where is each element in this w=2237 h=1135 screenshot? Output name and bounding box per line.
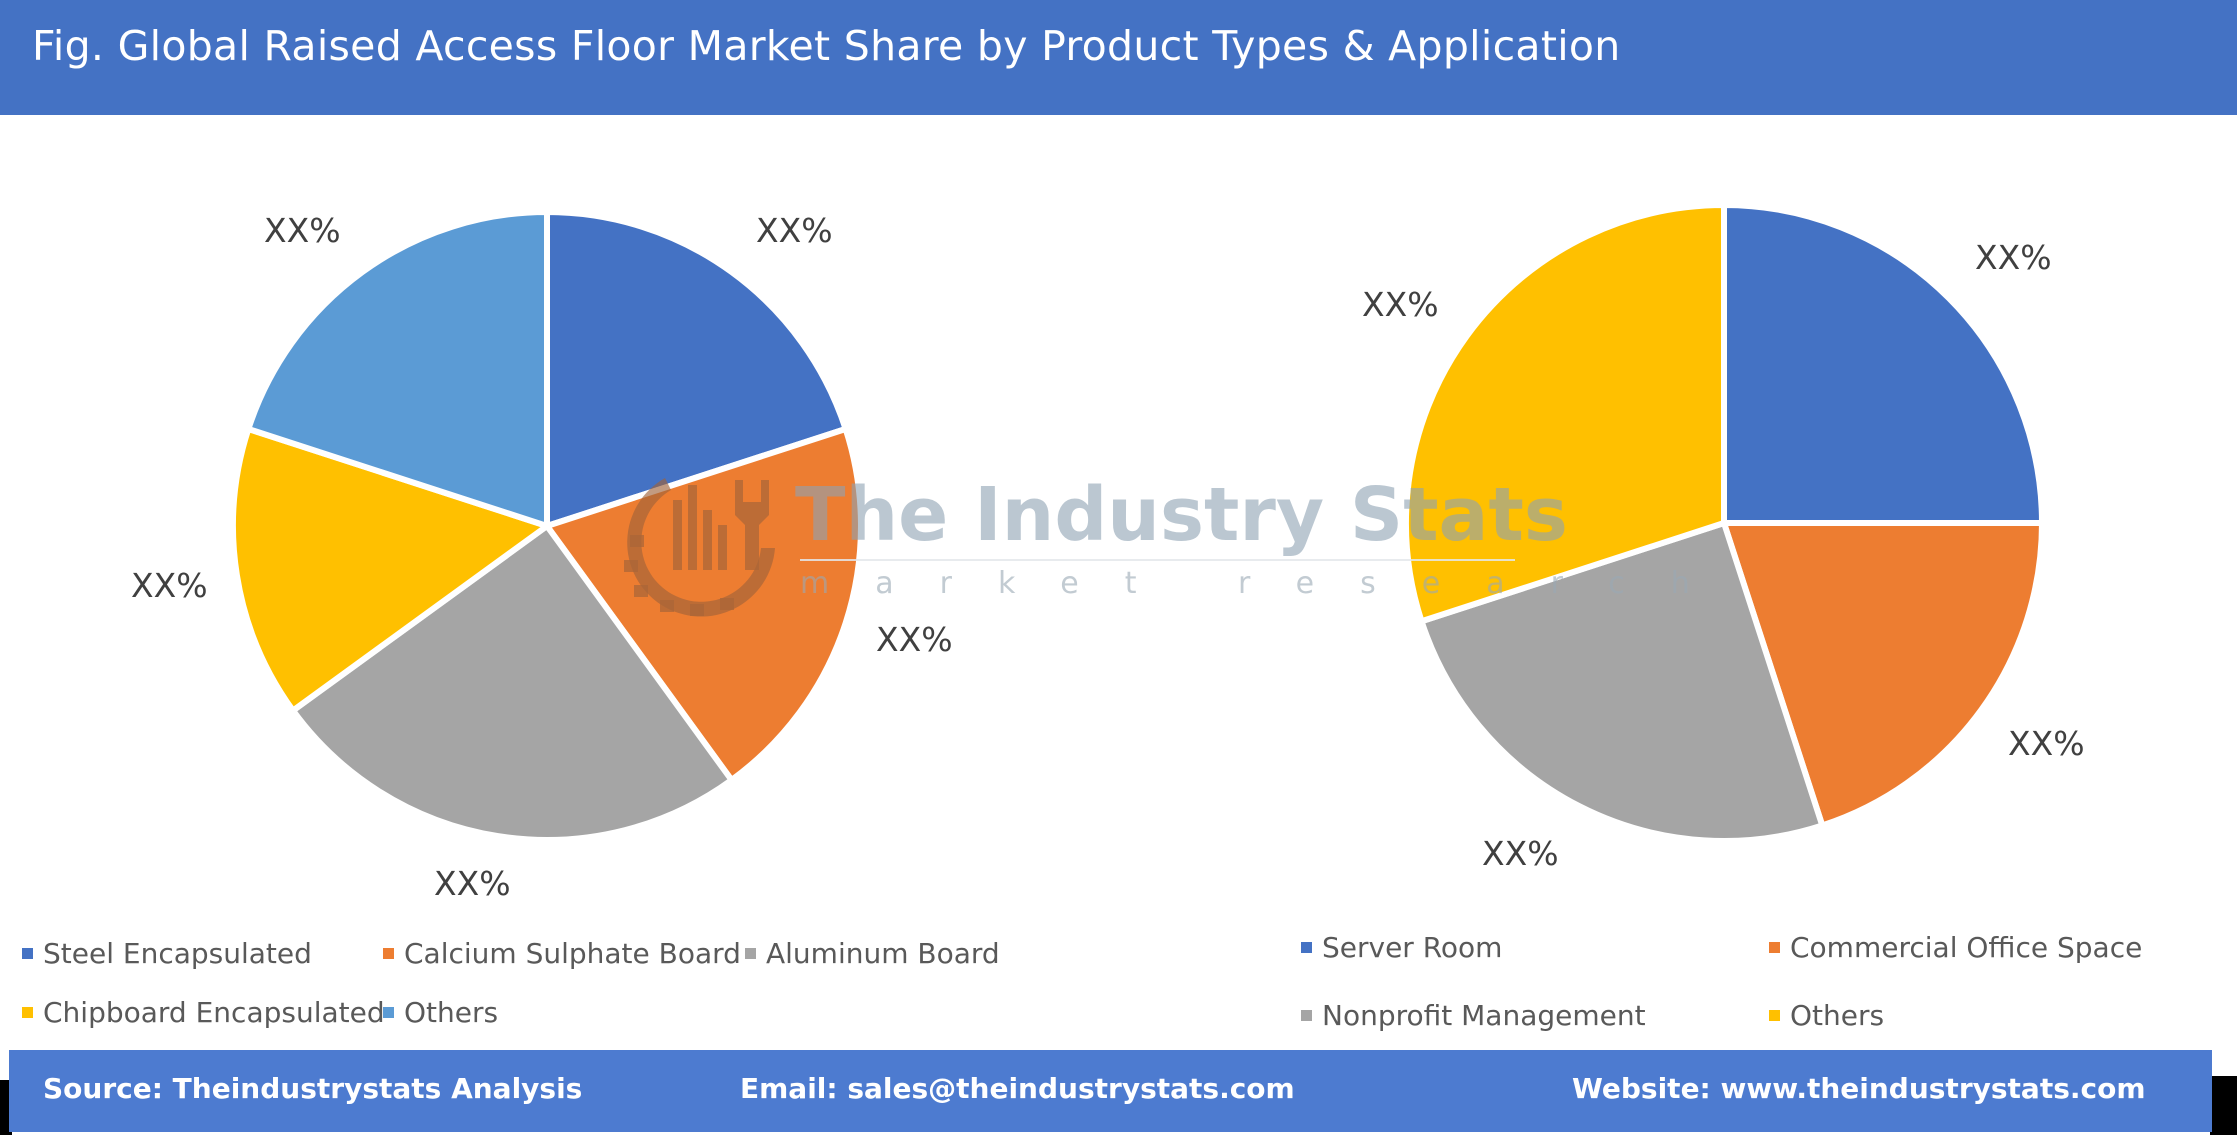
legend-item-others-product: Others [383, 996, 498, 1029]
pie-chart-application [1403, 202, 2045, 844]
header-banner: Fig. Global Raised Access Floor Market S… [0, 0, 2237, 115]
watermark: The Industry Stats market research [624, 472, 1736, 617]
pie-slice-commercial-office-space [1721, 520, 2045, 829]
data-label-calcium-sulphate-board: XX% [876, 620, 953, 659]
page-title: Fig. Global Raised Access Floor Market S… [32, 22, 1621, 70]
pie-slice-nonprofit-management [1418, 520, 1826, 844]
data-label-others-application: XX% [1362, 285, 1439, 324]
legend-item-steel-encapsulated: Steel Encapsulated [22, 937, 312, 970]
pie-slice-chipboard-encapsulated [230, 425, 550, 714]
watermark-logo-icon [624, 478, 775, 617]
legend-item-chipboard-encapsulated: Chipboard Encapsulated [22, 996, 385, 1029]
legend-swatch-icon [22, 948, 33, 959]
legend-item-commercial-office-space: Commercial Office Space [1769, 931, 2142, 964]
footer-shadow-right [2210, 1076, 2237, 1135]
footer-banner: Source: Theindustrystats Analysis Email:… [9, 1050, 2212, 1132]
legend-swatch-icon [22, 1007, 33, 1018]
data-label-nonprofit-management: XX% [1482, 834, 1559, 873]
data-label-chipboard-encapsulated: XX% [131, 566, 208, 605]
watermark-subtitle: market research [800, 566, 1736, 601]
data-label-server-room: XX% [1975, 238, 2052, 277]
data-label-commercial-office-space: XX% [2008, 724, 2085, 763]
pie-chart-product-types [230, 209, 864, 843]
footer-source: Source: Theindustrystats Analysis [43, 1072, 583, 1105]
legend-swatch-icon [1769, 1010, 1780, 1021]
legend-item-others-application: Others [1769, 999, 1884, 1032]
legend-swatch-icon [383, 948, 394, 959]
pie-slice-others [245, 209, 550, 529]
legend-swatch-icon [383, 1007, 394, 1018]
legend-item-server-room: Server Room [1301, 931, 1502, 964]
legend-swatch-icon [1301, 1010, 1312, 1021]
data-label-steel-encapsulated: XX% [756, 211, 833, 250]
legend-swatch-icon [1769, 942, 1780, 953]
legend-item-calcium-sulphate-board: Calcium Sulphate Board [383, 937, 741, 970]
watermark-title: The Industry Stats [795, 472, 1568, 558]
pie-slice-steel-encapsulated [544, 209, 849, 529]
data-label-others-product: XX% [264, 211, 341, 250]
pie-slice-server-room [1721, 202, 2045, 526]
footer-website: Website: www.theindustrystats.com [1572, 1072, 2146, 1105]
footer-email: Email: sales@theindustrystats.com [740, 1072, 1295, 1105]
legend-swatch-icon [1301, 942, 1312, 953]
legend-swatch-icon [745, 948, 756, 959]
pie-slice-aluminum-board [289, 523, 735, 843]
data-label-aluminum-board: XX% [434, 864, 511, 903]
legend-item-nonprofit-management: Nonprofit Management [1301, 999, 1646, 1032]
legend-item-aluminum-board: Aluminum Board [745, 937, 1000, 970]
pie-slice-others [1403, 202, 1727, 625]
